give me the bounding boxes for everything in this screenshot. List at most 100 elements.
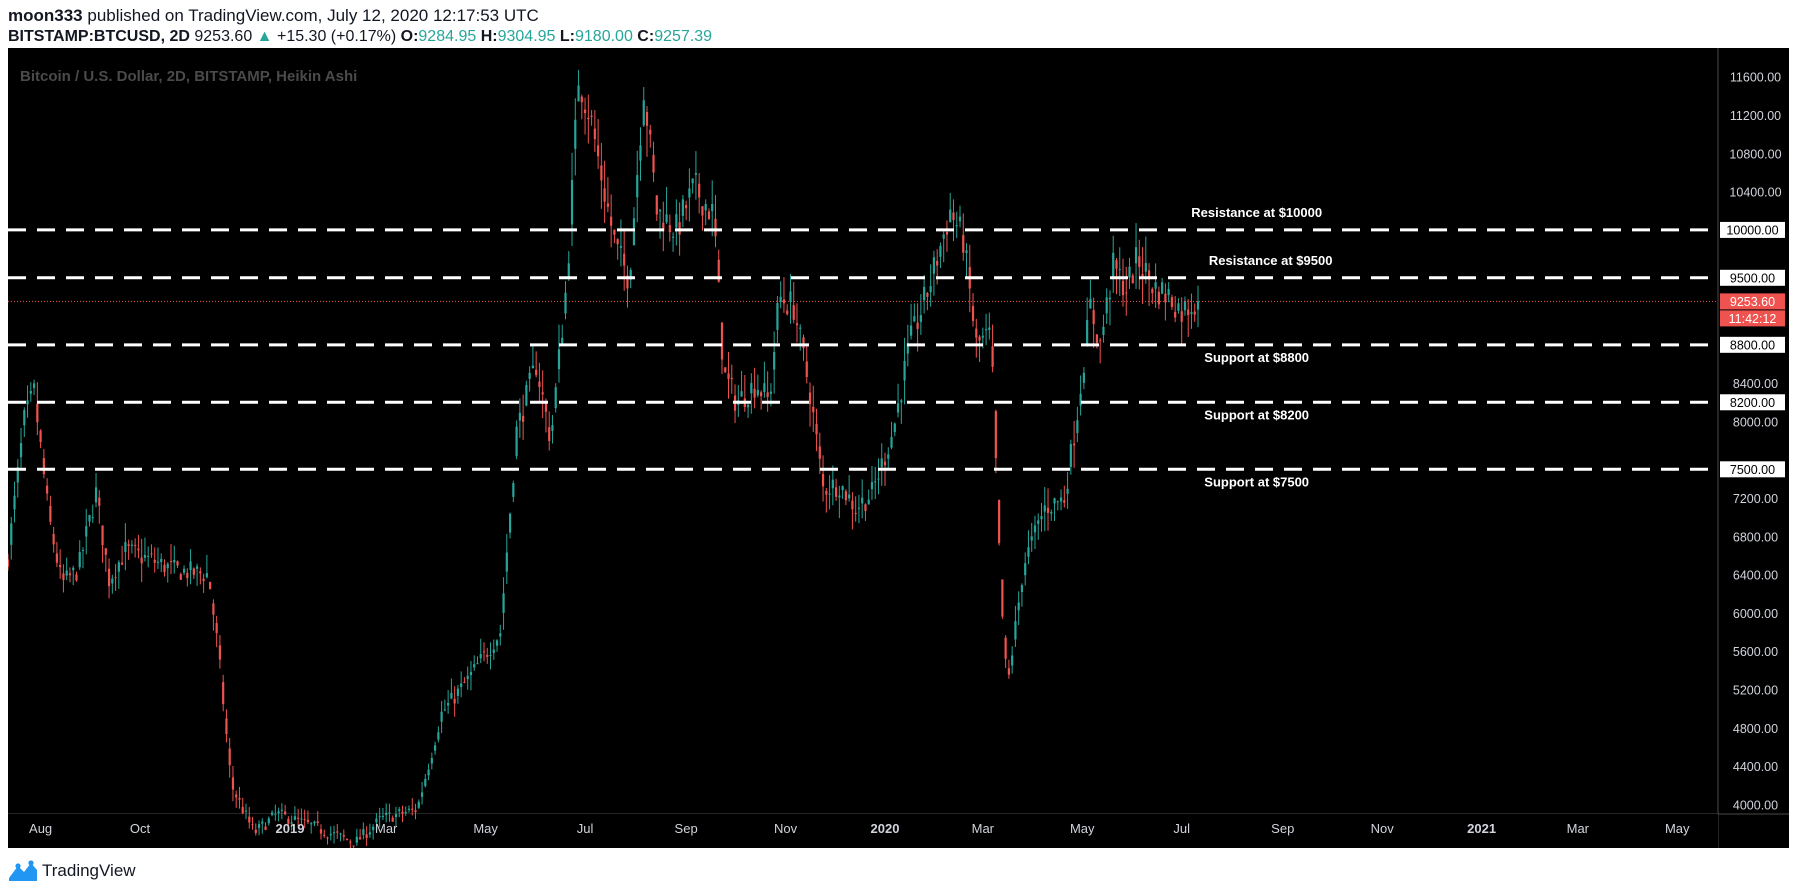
- candle-body: [1082, 372, 1085, 383]
- level-price-box: [1720, 461, 1785, 478]
- candle-body: [169, 561, 173, 563]
- publish-info: moon333 published on TradingView.com, Ju…: [8, 6, 539, 26]
- candle-body: [270, 812, 274, 815]
- candle-body: [1180, 311, 1183, 322]
- candle-body: [711, 203, 714, 212]
- candle-body: [766, 392, 769, 398]
- candle-body: [486, 655, 489, 657]
- candle-body: [838, 495, 841, 498]
- candle-body: [241, 806, 244, 814]
- candles-layer: [8, 69, 1200, 848]
- candle-body: [306, 819, 310, 822]
- price-axis[interactable]: [1718, 48, 1789, 848]
- candle-body: [557, 349, 561, 370]
- candle-body: [877, 478, 880, 480]
- candle-body: [202, 578, 205, 582]
- time-tick-label: Mar: [375, 821, 398, 836]
- time-tick-label: May: [473, 821, 498, 836]
- candle-body: [949, 209, 952, 223]
- candle-body: [903, 360, 906, 381]
- candle-body: [137, 548, 140, 551]
- open-label: O:: [400, 28, 419, 45]
- candle-body: [1092, 310, 1095, 325]
- candle-body: [913, 316, 916, 322]
- candle-body: [668, 225, 671, 233]
- candle-body: [746, 404, 750, 408]
- candle-body: [414, 810, 417, 813]
- level-annotation: Resistance at $10000: [1191, 205, 1322, 220]
- candle-body: [531, 365, 534, 369]
- candle-body: [182, 568, 186, 573]
- candle-body: [984, 329, 988, 331]
- candle-body: [1187, 309, 1190, 315]
- level-price-label: 9500.00: [1730, 271, 1775, 285]
- candle-body: [808, 392, 812, 405]
- time-axis[interactable]: [8, 814, 1718, 848]
- candle-body: [1089, 298, 1092, 309]
- candle-body: [1040, 516, 1043, 520]
- levels-layer: Resistance at $10000 Resistance at $9500 S…: [8, 205, 1718, 489]
- candle-body: [1131, 275, 1134, 284]
- candle-body: [264, 826, 267, 830]
- candle-body: [32, 383, 36, 388]
- candle-body: [332, 832, 336, 834]
- candle-body: [1014, 621, 1017, 640]
- candle-body: [662, 222, 665, 232]
- candle-body: [163, 564, 166, 573]
- candle-body: [437, 732, 440, 740]
- candle-body: [1007, 668, 1010, 675]
- candle-body: [1095, 334, 1099, 344]
- candle-body: [13, 495, 16, 510]
- candle-body: [489, 655, 492, 657]
- candle-body: [821, 473, 825, 487]
- low-label: L:: [559, 28, 575, 45]
- price-tick-label: 10400.00: [1729, 186, 1781, 200]
- candle-body: [812, 406, 815, 413]
- author-name[interactable]: moon333: [8, 6, 83, 25]
- candle-body: [16, 467, 19, 483]
- candle-body: [251, 824, 254, 826]
- candle-body: [502, 593, 505, 613]
- candle-body: [1128, 266, 1131, 278]
- candle-body: [1024, 563, 1027, 576]
- candle-body: [691, 178, 694, 184]
- candle-body: [1134, 247, 1138, 264]
- price-tick-label: 8000.00: [1733, 415, 1778, 429]
- candle-body: [561, 337, 564, 344]
- candle-body: [98, 497, 101, 506]
- candle-body: [293, 816, 297, 820]
- candle-body: [222, 682, 225, 705]
- close-value: 9257.39: [654, 28, 713, 45]
- candle-body: [580, 96, 583, 103]
- time-tick-label: Sep: [675, 821, 698, 836]
- candle-body: [23, 410, 26, 426]
- candle-body: [760, 392, 763, 397]
- candle-body: [398, 809, 401, 811]
- published-text: published on TradingView.com, July 12, 2…: [87, 6, 539, 25]
- candle-body: [864, 504, 867, 512]
- candle-body: [932, 257, 936, 274]
- candle-body: [72, 567, 75, 571]
- candle-body: [401, 811, 404, 814]
- time-tick-label: 2020: [871, 821, 900, 836]
- candle-body: [955, 225, 958, 227]
- symbol-label[interactable]: BITSTAMP:BTCUSD, 2D: [8, 28, 190, 45]
- candle-body: [773, 352, 776, 370]
- candle-body: [407, 808, 411, 810]
- candle-body: [975, 328, 978, 338]
- candle-body: [385, 812, 388, 816]
- candle-body: [874, 481, 877, 483]
- time-tick-label: May: [1665, 821, 1690, 836]
- candle-body: [130, 544, 133, 546]
- footer-brand[interactable]: TradingView: [8, 860, 136, 882]
- candle-body: [632, 218, 636, 246]
- candle-body: [525, 384, 528, 406]
- countdown-label: 11:42:12: [1729, 312, 1777, 326]
- candle-body: [248, 816, 251, 823]
- candle-body: [671, 236, 675, 238]
- candle-body: [714, 218, 717, 237]
- candle-body: [78, 552, 81, 568]
- candle-body: [381, 815, 385, 817]
- price-chart[interactable]: Bitcoin / U.S. Dollar, 2D, BITSTAMP, Hei…: [8, 48, 1789, 848]
- candle-body: [1196, 301, 1200, 310]
